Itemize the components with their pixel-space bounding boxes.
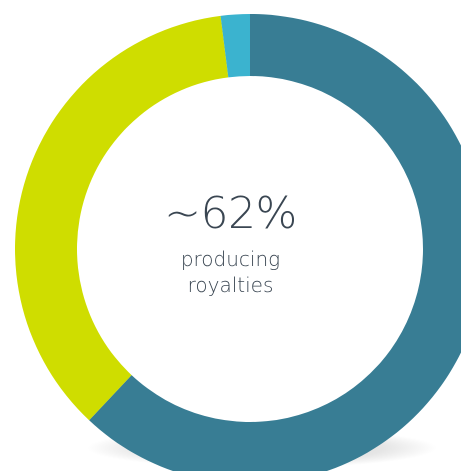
donut-slices bbox=[15, 14, 461, 471]
donut-slice-1 bbox=[89, 14, 461, 471]
center-value: ~62% bbox=[164, 188, 297, 239]
donut-slice-3 bbox=[220, 14, 250, 78]
center-label-line-2: royalties bbox=[187, 273, 274, 297]
center-label-line-1: producing bbox=[180, 247, 281, 271]
donut-slice-2 bbox=[15, 15, 229, 421]
center-label: producing royalties bbox=[0, 246, 461, 298]
